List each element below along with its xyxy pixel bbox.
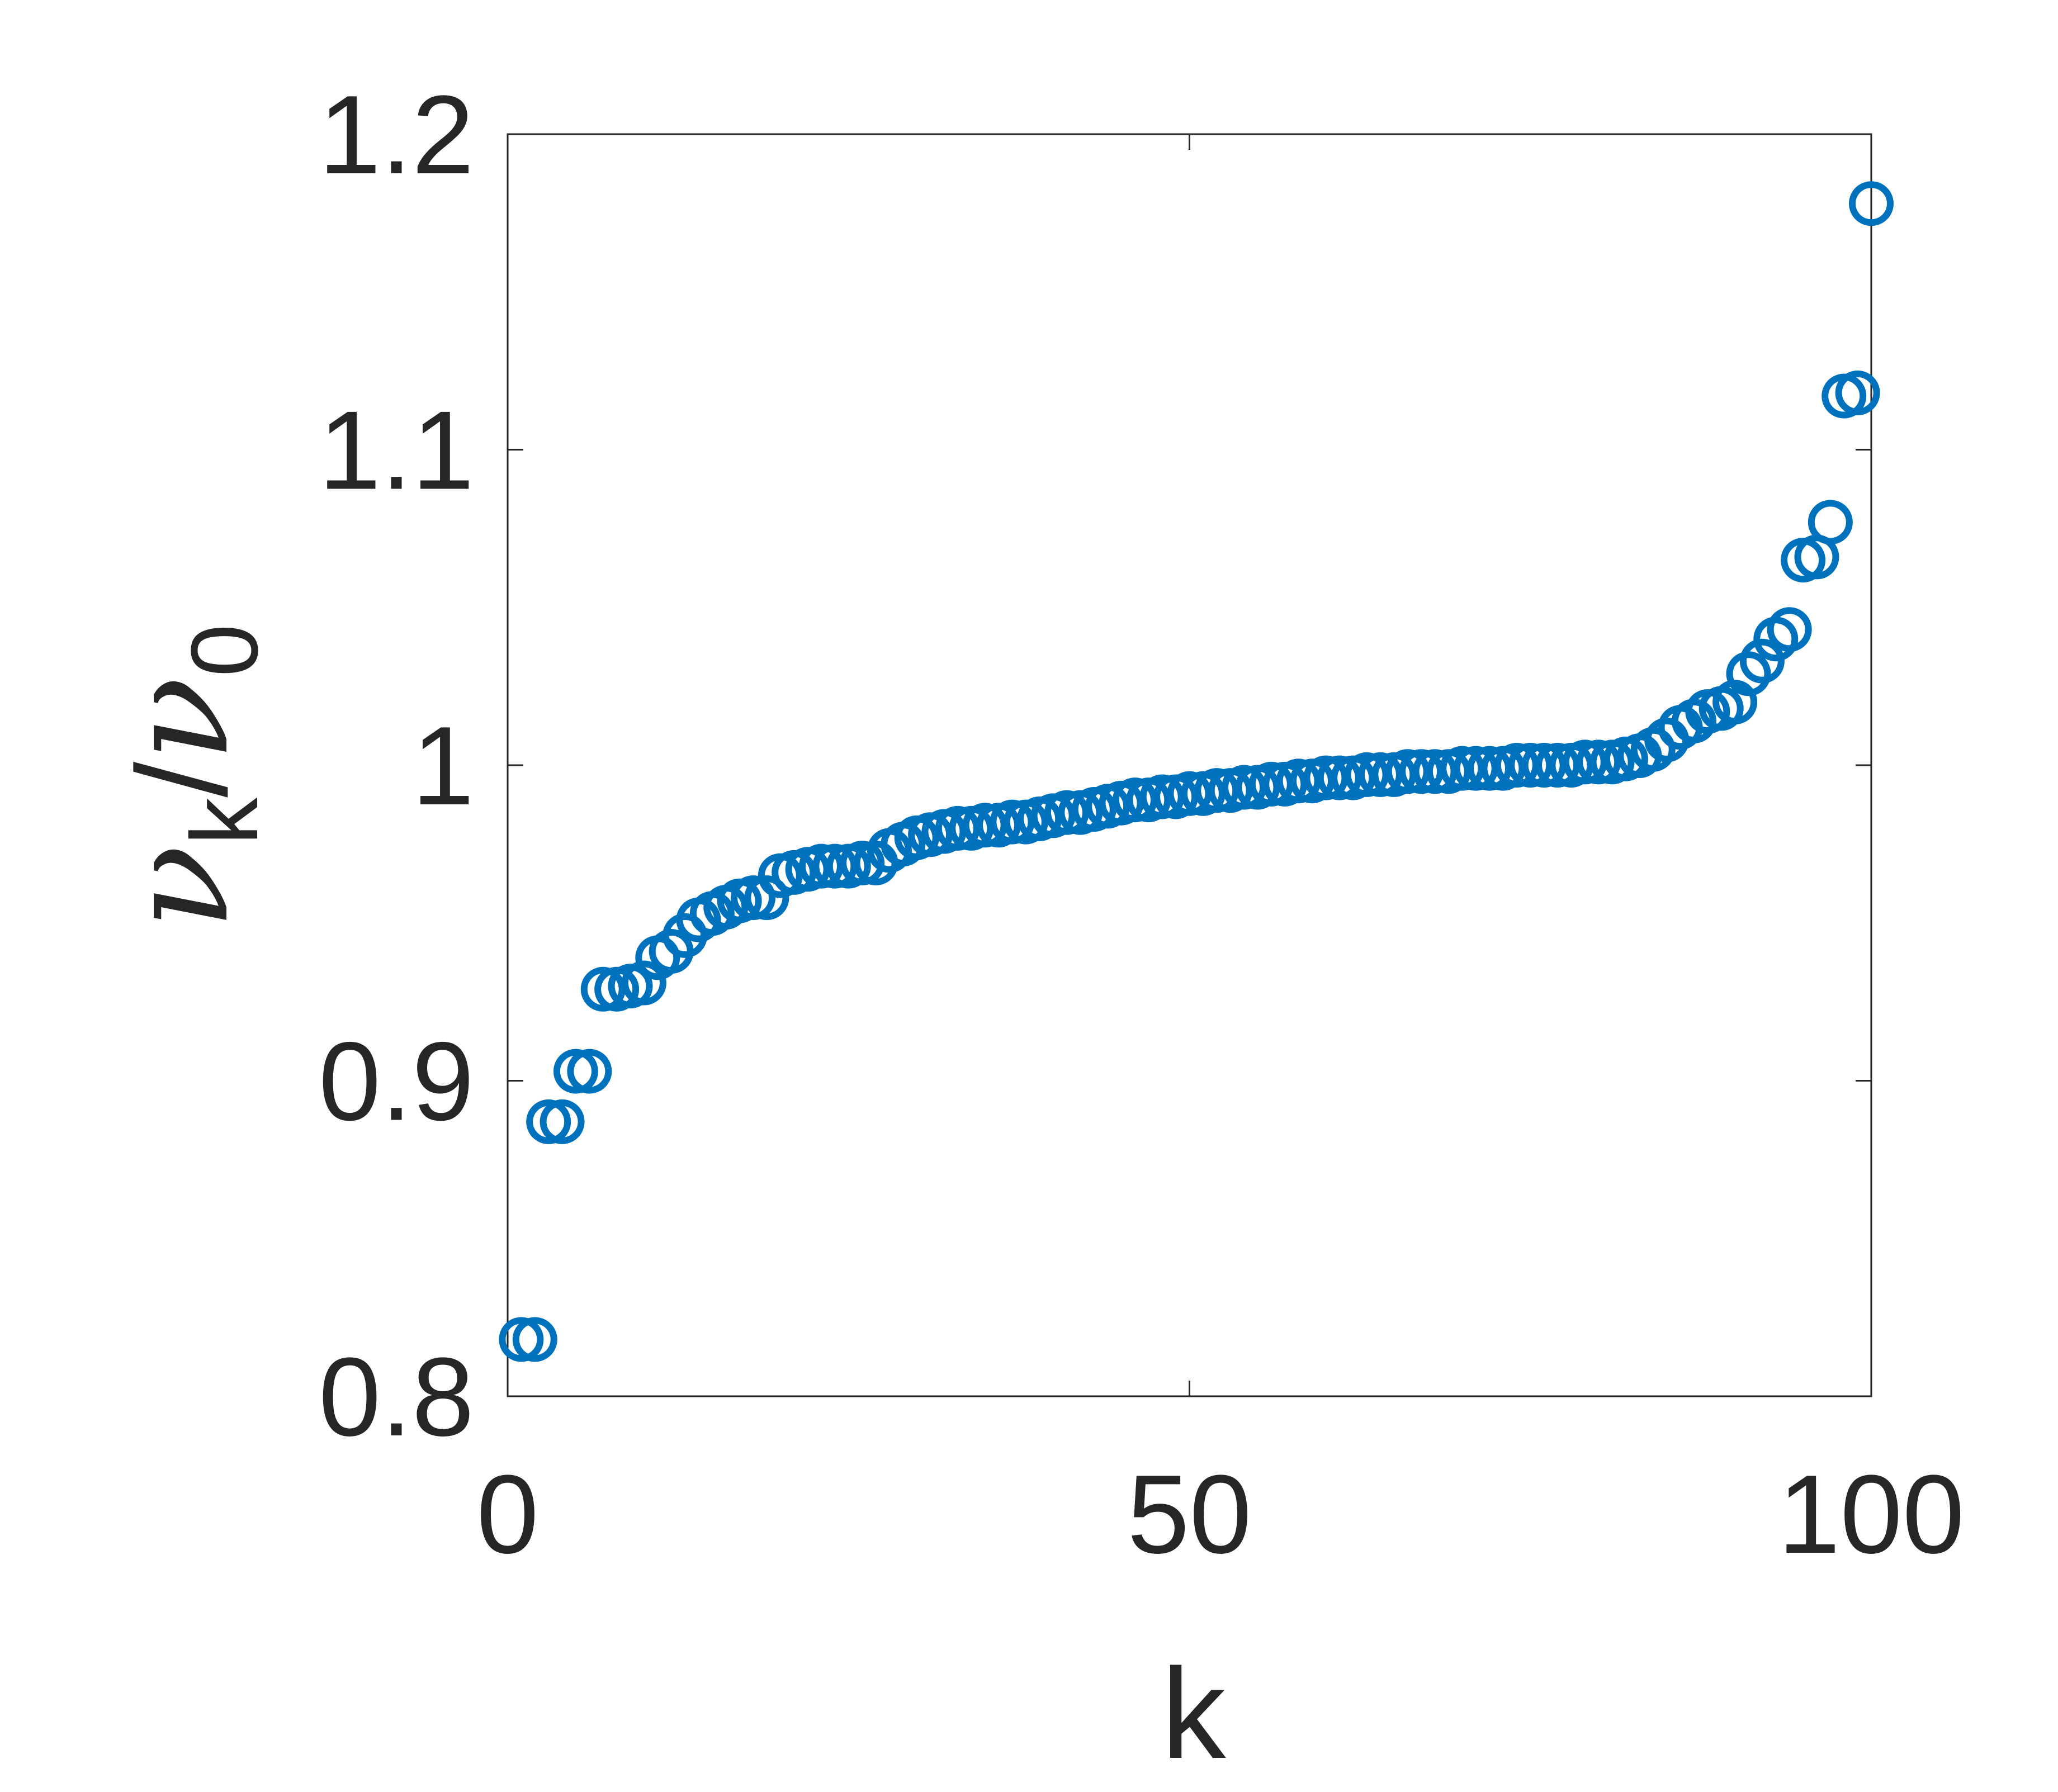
y-axis-label: νk/ν0	[97, 624, 278, 930]
data-point	[990, 799, 1035, 845]
data-point	[744, 875, 789, 921]
y-tick-label: 1	[412, 704, 474, 828]
data-point	[1767, 607, 1812, 652]
svg-text:νk/ν0: νk/ν0	[97, 624, 278, 930]
y-tick-label: 0.8	[319, 1335, 474, 1459]
data-point	[1835, 370, 1880, 415]
data-point	[499, 1317, 544, 1362]
data-point	[840, 840, 885, 885]
data-point	[553, 1049, 598, 1094]
data-point	[580, 966, 626, 1012]
data-point	[512, 1317, 557, 1362]
y-axis-label-symbol: ν	[97, 845, 259, 930]
data-point	[1808, 500, 1853, 545]
data-point	[567, 1049, 612, 1094]
y-tick-label: 1.2	[319, 73, 474, 197]
data-point	[1739, 638, 1785, 684]
data-point	[540, 1099, 585, 1144]
data-markers	[499, 181, 1894, 1362]
data-point	[1726, 651, 1771, 696]
data-point	[1849, 181, 1894, 226]
y-axis-label-symbol-2: ν	[97, 677, 259, 762]
data-point	[1044, 790, 1089, 835]
data-point	[731, 875, 776, 921]
x-tick-label: 0	[476, 1452, 538, 1577]
y-axis-label-sub-0: 0	[172, 624, 278, 677]
data-point	[1576, 739, 1621, 785]
y-tick-labels: 0.8 0.9 1 1.1 1.2	[319, 73, 474, 1459]
x-tick-label: 100	[1778, 1452, 1965, 1577]
data-point	[621, 960, 666, 1006]
y-tick-label: 0.9	[319, 1020, 474, 1144]
y-tick-label: 1.1	[319, 388, 474, 513]
data-point	[526, 1099, 571, 1144]
x-axis-label: k	[1162, 1642, 1227, 1785]
y-axis-label-slash: /	[110, 762, 254, 798]
axis-ticks	[507, 133, 1872, 1397]
x-tick-label: 50	[1127, 1452, 1251, 1577]
x-tick-labels: 0 50 100	[476, 1452, 1964, 1577]
y-axis-label-sub-k: k	[172, 797, 278, 845]
